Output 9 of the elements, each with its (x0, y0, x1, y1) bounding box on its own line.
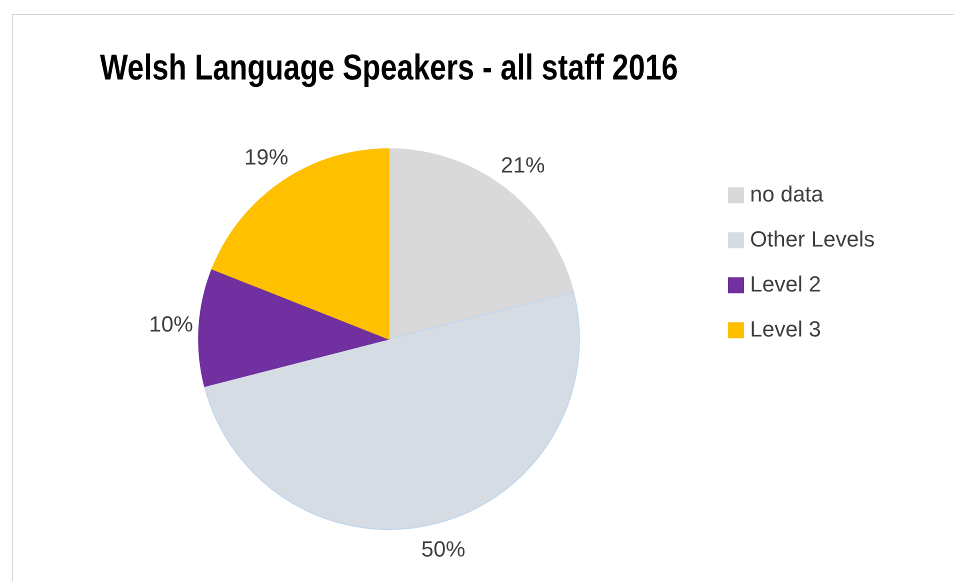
legend-label: Level 2 (750, 271, 821, 296)
chart-title: Welsh Language Speakers - all staff 2016 (100, 46, 678, 88)
data-label: 10% (149, 311, 194, 336)
data-label: 21% (500, 152, 545, 178)
data-label: 19% (244, 144, 288, 170)
data-label: 50% (421, 536, 466, 562)
legend-label: Level 3 (750, 316, 821, 342)
legend-label: no data (750, 181, 824, 206)
legend-label: Other Levels (750, 226, 875, 252)
